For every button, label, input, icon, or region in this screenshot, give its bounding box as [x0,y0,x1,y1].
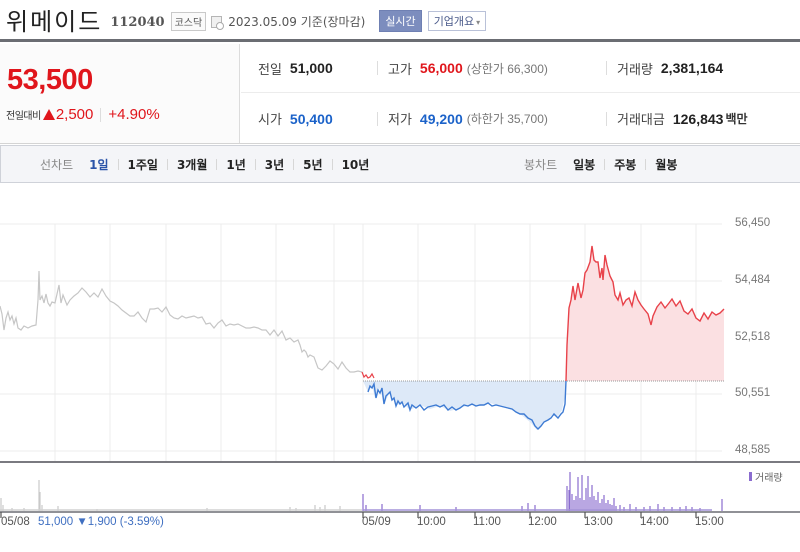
y-tick-label: 52,518 [735,331,771,343]
divider [293,158,295,170]
tab-5-years[interactable]: 5년 [303,157,323,172]
volume-legend-swatch [749,472,752,481]
open-label: 시가 [258,112,282,127]
open-value: 50,400 [289,110,333,127]
company-overview-button[interactable]: 기업개요 ▾ [427,11,487,31]
x-tick-label: 05/09 [362,516,391,528]
change-percent: +4.90% [108,106,160,123]
quote-row-1: 전일 51,000 고가 56,000 (상한가 66,300) 거래량 2,3… [241,44,800,93]
x-tick-label: 05/08 [1,516,30,528]
low-price: 저가 49,200 (하한가 35,700) [388,109,548,128]
prev-close-label: 전일 [258,61,282,77]
prev-day-line [0,270,363,373]
upper-limit: (상한가 66,300) [466,61,548,76]
tab-daily-candle[interactable]: 일봉 [573,157,596,172]
volume-legend-label: 거래량 [755,473,783,484]
stock-header: 위메이드 112040 코스닥 2023.05.09 기준(장마감) 실시간 기… [0,0,800,42]
open-price: 시가 50,400 [258,109,333,128]
today-line-down [367,380,567,430]
divider [377,61,378,75]
x-tick-label: 12:00 [528,516,557,528]
line-chart-title: 선차트 [40,157,74,172]
volume-legend: 거래량 [749,469,783,484]
y-tick-label: 48,585 [735,444,771,456]
today-volume-bars [362,472,723,511]
calendar-clock-icon [211,15,225,30]
x-tick-label: 15:00 [695,516,724,528]
divider [645,158,647,170]
prev-day-close: 51,000 [38,516,74,528]
y-tick-label: 54,484 [735,274,771,286]
prev-day-change: ▼1,900 [76,516,117,528]
tab-3-years[interactable]: 3년 [264,157,285,172]
company-overview-label: 기업개요 [433,15,475,28]
quote-row-2: 시가 50,400 저가 49,200 (하한가 35,700) 거래대금 12… [241,94,800,143]
amount-label: 거래대금 [617,112,665,127]
today-line-up [565,245,725,382]
change-row: 전일대비 2,500 +4.90% [6,106,160,123]
divider [117,158,119,170]
low-value: 49,200 [419,110,463,127]
quote-panel: 53,500 전일대비 2,500 +4.90% 전일 51,000 고가 56… [0,44,800,144]
current-price-panel: 53,500 전일대비 2,500 +4.90% [0,44,240,143]
x-tick-label: 13:00 [584,516,613,528]
price-chart-plot [0,223,800,518]
tab-3-months[interactable]: 3개월 [176,157,208,172]
up-triangle-icon [42,109,55,120]
prev-day-volume-bars [0,480,341,511]
chart-tab-bar: 선차트 1일 1주일 3개월 1년 3년 5년 10년 봉차트 일봉 주봉 월봉 [0,145,800,183]
divider [377,111,378,126]
current-price: 53,500 [7,64,93,96]
tab-monthly-candle[interactable]: 월봉 [655,157,678,172]
tab-10-years[interactable]: 10년 [341,157,370,172]
high-value: 56,000 [419,60,463,76]
prev-close: 전일 51,000 [258,59,333,78]
high-label: 고가 [388,61,412,77]
divider [166,158,168,170]
realtime-button[interactable]: 실시간 [379,10,422,32]
volume-value: 2,381,164 [660,60,724,76]
tab-1-week[interactable]: 1주일 [127,157,158,172]
divider [606,61,607,75]
high-price: 고가 56,000 (상한가 66,300) [388,59,548,78]
x-tick-label: 14:00 [640,516,669,528]
candle-chart-tabs: 봉차트 일봉 주봉 월봉 [524,156,679,173]
lower-limit: (하한가 35,700) [466,112,548,126]
trade-amount: 거래대금 126,843 백만 [617,109,748,128]
divider [216,158,218,170]
price-chart[interactable]: 56,450 54,484 52,518 50,551 48,585 거래량 0… [0,184,800,552]
y-tick-label: 56,450 [735,217,771,229]
divider [100,107,102,122]
stock-code: 112040 [110,15,165,30]
change-value: 2,500 [55,106,94,123]
y-tick-label: 50,551 [735,387,771,399]
volume-label: 거래량 [617,61,653,77]
prev-day-change-pct: (-3.59%) [119,516,164,528]
up-area-fill [566,246,724,381]
change-label: 전일대비 [6,111,41,122]
amount-unit: 백만 [725,112,748,126]
x-tick-label: 11:00 [473,516,501,528]
volume: 거래량 2,381,164 [617,59,723,78]
market-badge: 코스닥 [170,11,207,31]
divider [606,111,607,126]
amount-value: 126,843 [672,110,724,127]
prev-day-summary: 51,000 ▼1,900 (-3.59%) [38,516,164,528]
prev-close-value: 51,000 [289,60,333,76]
divider [331,158,333,170]
divider [254,158,256,170]
today-line-up-early [361,371,375,379]
divider [604,158,606,170]
low-label: 저가 [388,112,412,127]
tab-weekly-candle[interactable]: 주봉 [614,157,637,172]
tab-1-year[interactable]: 1년 [226,157,246,172]
stock-name: 위메이드 [6,8,103,36]
line-chart-tabs: 선차트 1일 1주일 3개월 1년 3년 5년 10년 [40,156,371,173]
time-axis-ticks [0,512,697,518]
x-tick-label: 10:00 [417,516,446,528]
chevron-down-icon: ▾ [476,18,481,27]
date-text: 2023.05.09 기준(장마감) [228,14,366,29]
tab-1-day[interactable]: 1일 [89,157,109,172]
candle-chart-title: 봉차트 [524,157,558,172]
